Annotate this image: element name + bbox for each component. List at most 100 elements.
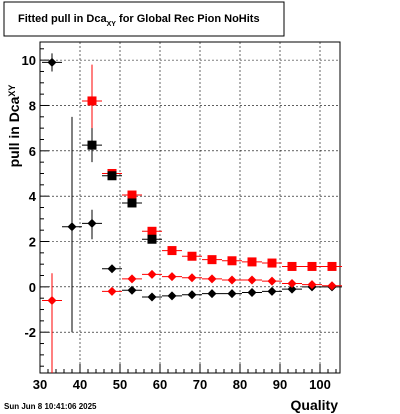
data-point [82, 128, 102, 163]
diamond-marker [187, 290, 197, 300]
square-marker [87, 140, 97, 150]
diamond-marker [207, 274, 217, 284]
data-point [302, 261, 322, 271]
data-point [282, 284, 302, 294]
tick-labels: 30 40 50 60 70 80 90 100 -2 0 2 4 6 8 10 [22, 53, 331, 392]
data-point [142, 234, 162, 244]
title-sub: XY [107, 21, 117, 28]
square-marker [107, 171, 117, 181]
y-tick-label: 6 [29, 144, 36, 159]
data-point [262, 258, 282, 268]
diamond-marker [227, 275, 237, 285]
diamond-marker [107, 264, 117, 274]
ylabel-sub: XY [7, 85, 17, 97]
square-marker [327, 261, 337, 271]
diamond-marker [327, 281, 337, 291]
diamond-marker [147, 292, 157, 302]
square-marker [247, 257, 257, 267]
diamond-marker [67, 222, 77, 232]
square-marker [127, 198, 137, 208]
square-marker [147, 226, 157, 236]
y-tick-label: 2 [29, 235, 36, 250]
x-tick-label: 60 [153, 377, 167, 392]
data-marks [42, 53, 342, 373]
y-tick-label: 8 [29, 98, 36, 113]
ylabel-main: pull in Dca [6, 96, 22, 167]
x-tick-label: 50 [113, 377, 127, 392]
data-point [162, 291, 182, 301]
data-point [282, 278, 302, 288]
diamond-marker [247, 288, 257, 298]
plot-frame [39, 41, 341, 374]
data-point [62, 116, 82, 333]
data-point [82, 209, 102, 240]
diamond-marker [227, 289, 237, 299]
x-tick-label: 30 [33, 377, 47, 392]
square-marker [147, 234, 157, 244]
data-point [142, 269, 162, 279]
x-tick-label: 80 [233, 377, 247, 392]
axis-ticks [39, 48, 337, 373]
title-box [3, 1, 285, 37]
diamond-marker [47, 295, 57, 305]
data-point [102, 171, 122, 181]
x-tick-label: 90 [273, 377, 287, 392]
diamond-marker [107, 286, 117, 296]
data-point [202, 274, 222, 284]
square-marker [167, 246, 177, 256]
data-point [122, 285, 142, 295]
data-point [182, 273, 202, 283]
diamond-marker [87, 218, 97, 228]
data-point [162, 272, 182, 282]
title-rest: for Global Rec Pion NoHits [116, 13, 260, 25]
data-point [222, 256, 242, 266]
data-point [202, 255, 222, 265]
data-point [102, 264, 122, 274]
data-point [142, 292, 162, 302]
diamond-marker [287, 278, 297, 288]
square-marker [287, 261, 297, 271]
square-marker [127, 190, 137, 200]
diamond-marker [307, 280, 317, 290]
data-point [162, 246, 182, 256]
footer-date: Sun Jun 8 10:41:06 2025 [4, 402, 97, 411]
diamond-marker [147, 269, 157, 279]
square-marker [307, 261, 317, 271]
diamond-marker [127, 285, 137, 295]
diamond-marker [167, 272, 177, 282]
data-point [142, 226, 162, 236]
diamond-marker [247, 275, 257, 285]
data-point [322, 261, 342, 271]
x-tick-label: 100 [309, 377, 331, 392]
data-point [282, 261, 302, 271]
data-point [322, 281, 342, 291]
square-marker [207, 255, 217, 265]
diamond-marker [267, 286, 277, 296]
diamond-marker [127, 274, 137, 284]
data-point [262, 276, 282, 286]
data-point [242, 275, 262, 285]
y-tick-label: -2 [24, 325, 36, 340]
title-main: Fitted pull in Dca [18, 13, 107, 25]
data-point [122, 274, 142, 284]
y-tick-label: 0 [29, 280, 36, 295]
data-point [122, 190, 142, 200]
y-tick-label: 4 [29, 189, 37, 204]
x-tick-label: 70 [193, 377, 207, 392]
grid [40, 42, 340, 373]
square-marker [227, 256, 237, 266]
data-point [222, 275, 242, 285]
data-point [182, 251, 202, 261]
diamond-marker [267, 276, 277, 286]
data-point [202, 289, 222, 299]
data-point [242, 288, 262, 298]
chart-title: Fitted pull in DcaXY for Global Rec Pion… [18, 13, 260, 28]
diamond-marker [167, 291, 177, 301]
data-point [42, 273, 62, 373]
square-marker [87, 96, 97, 106]
data-point [182, 290, 202, 300]
data-point [222, 289, 242, 299]
data-point [42, 53, 62, 72]
diamond-marker [47, 57, 57, 67]
